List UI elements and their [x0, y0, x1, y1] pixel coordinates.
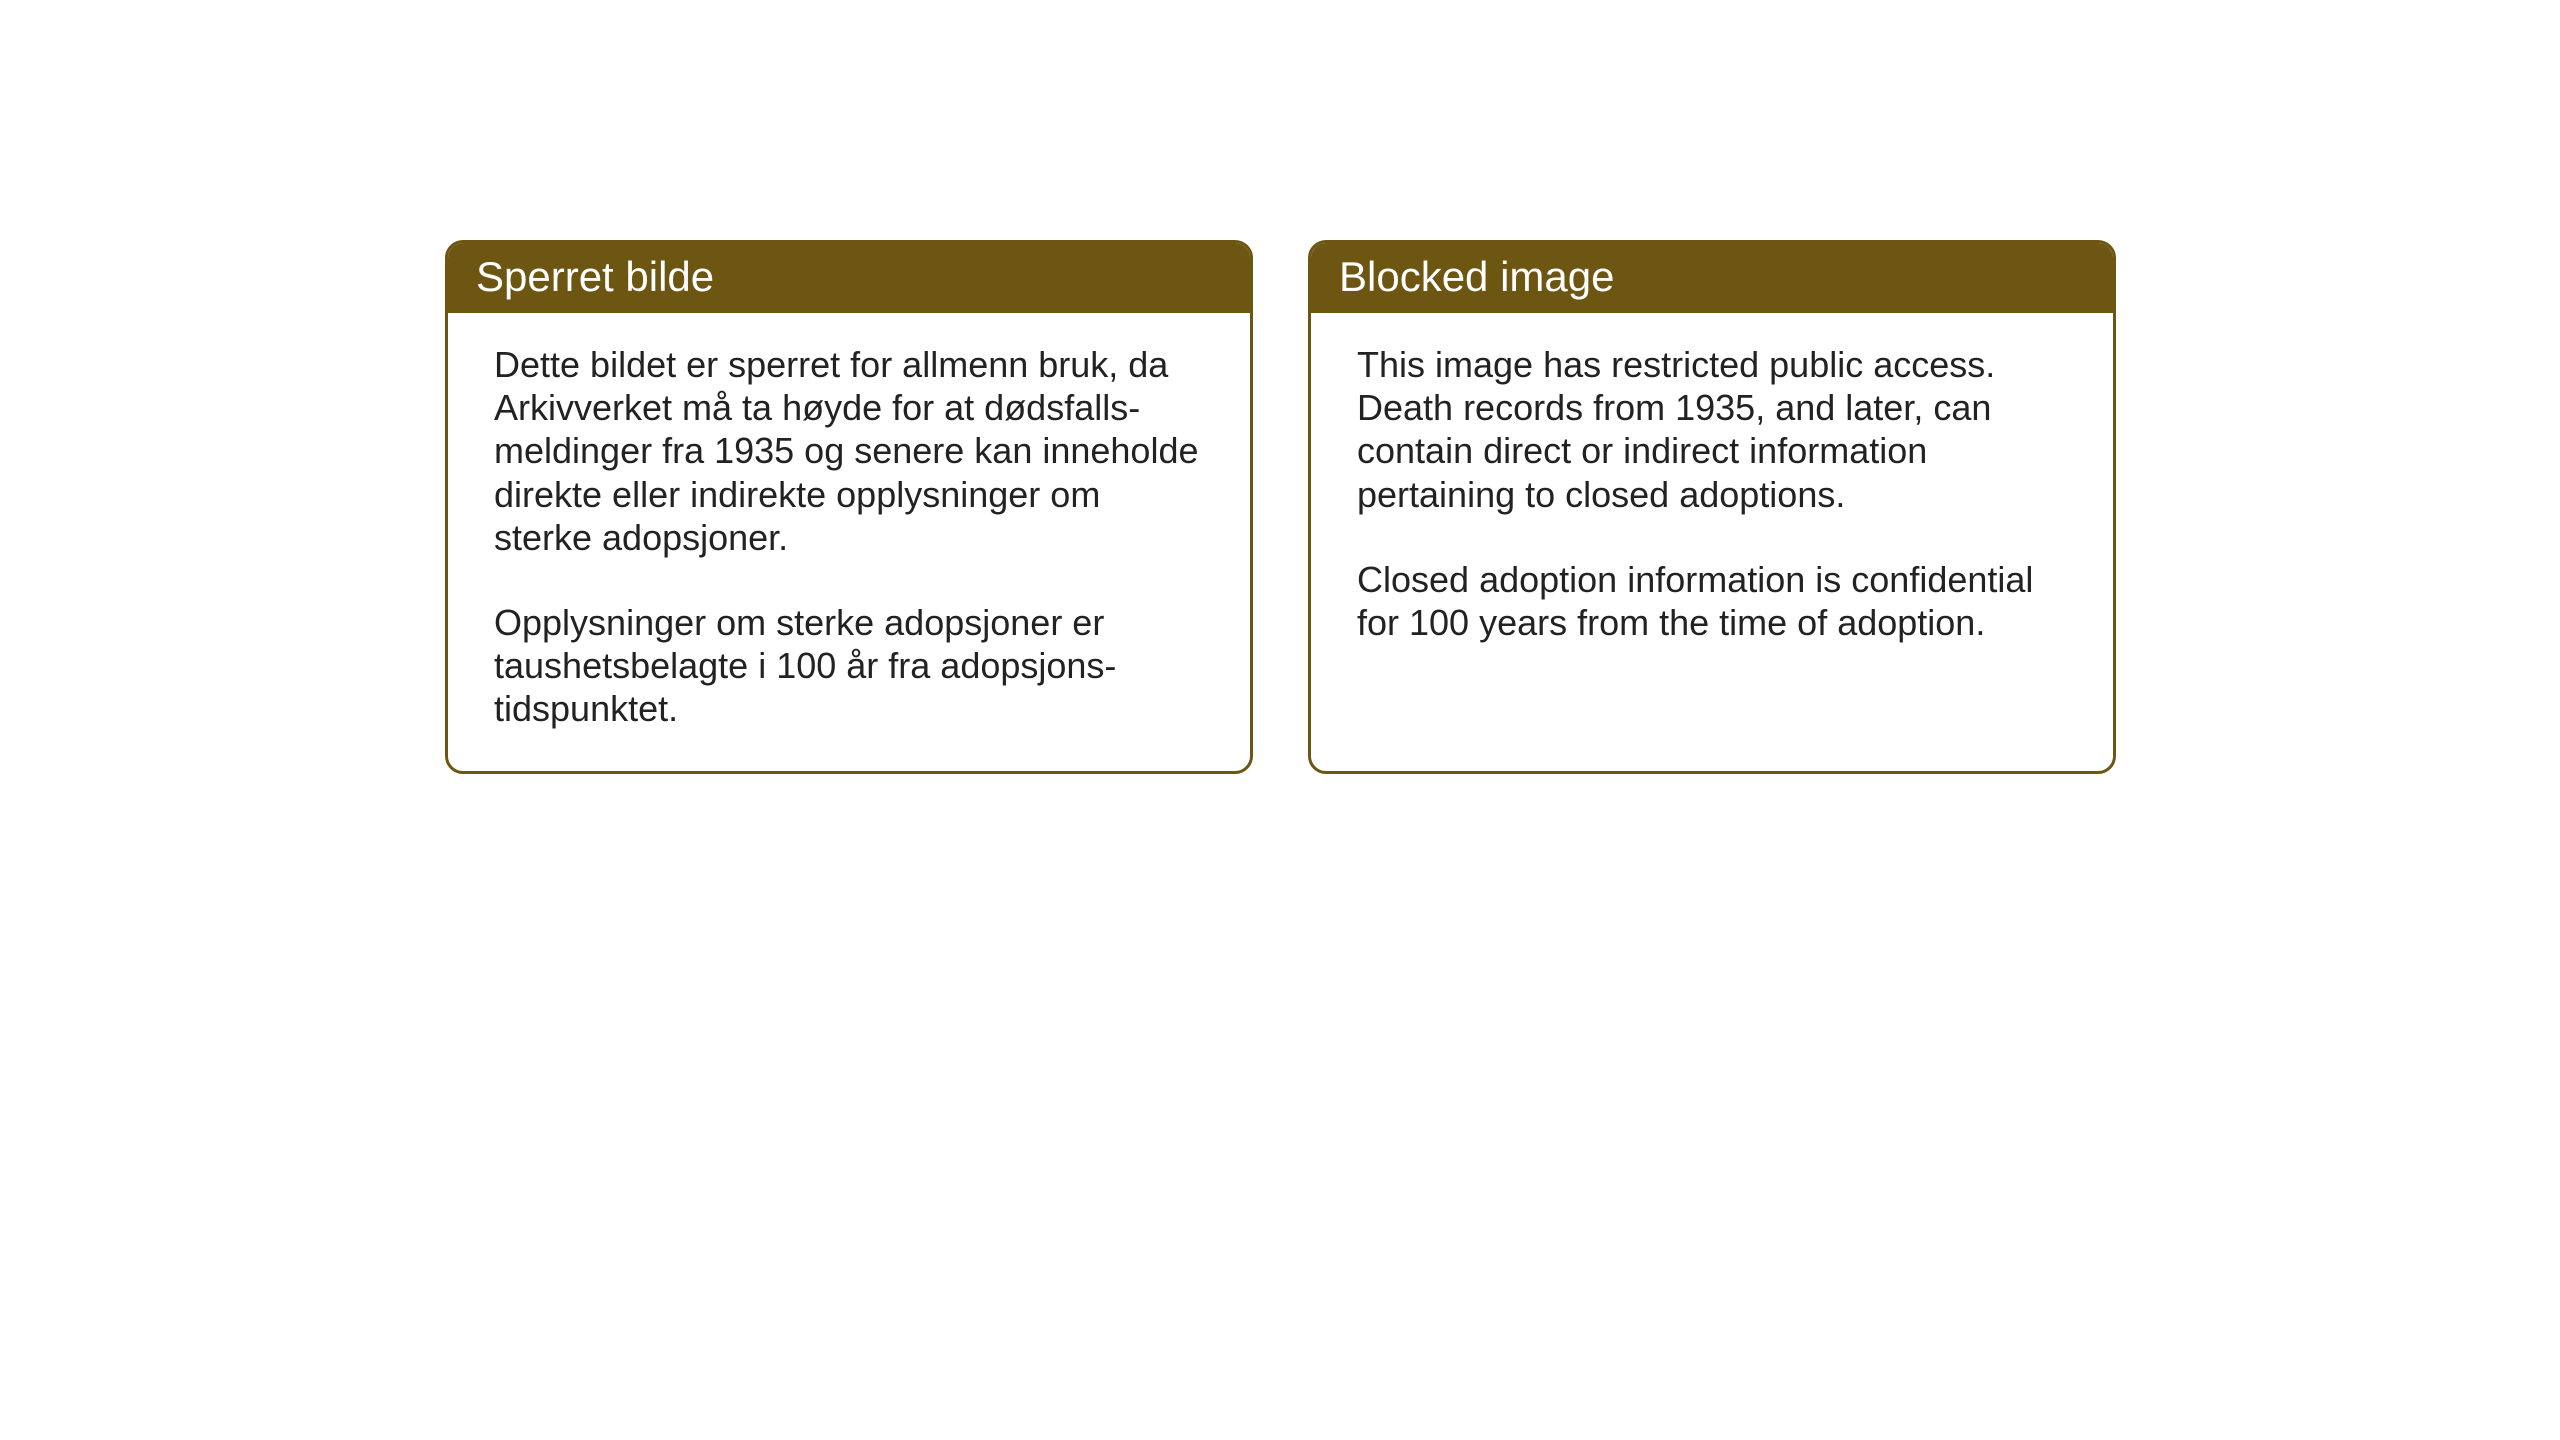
norwegian-notice-box: Sperret bilde Dette bildet er sperret fo…: [445, 240, 1253, 774]
norwegian-paragraph-1: Dette bildet er sperret for allmenn bruk…: [494, 343, 1204, 559]
english-paragraph-2: Closed adoption information is confident…: [1357, 558, 2047, 644]
english-notice-title: Blocked image: [1311, 243, 2113, 313]
english-paragraph-1: This image has restricted public access.…: [1357, 343, 2047, 516]
english-notice-box: Blocked image This image has restricted …: [1308, 240, 2116, 774]
english-notice-body: This image has restricted public access.…: [1311, 313, 2113, 753]
norwegian-notice-body: Dette bildet er sperret for allmenn bruk…: [448, 313, 1250, 771]
norwegian-paragraph-2: Opplysninger om sterke adopsjoner er tau…: [494, 601, 1204, 731]
notice-container: Sperret bilde Dette bildet er sperret fo…: [445, 240, 2116, 774]
norwegian-notice-title: Sperret bilde: [448, 243, 1250, 313]
